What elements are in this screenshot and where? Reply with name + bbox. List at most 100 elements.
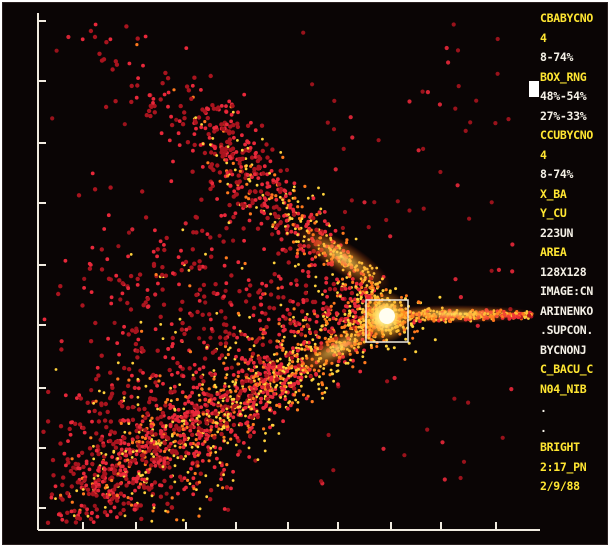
scatter-point — [221, 239, 226, 244]
scatter-point — [233, 211, 238, 216]
scatter-point — [177, 426, 182, 431]
scatter-point — [224, 485, 230, 490]
scatter-point — [59, 347, 64, 352]
scatter-point — [323, 391, 327, 394]
scatter-point — [162, 441, 167, 446]
scatter-point — [281, 348, 285, 352]
scatter-point — [208, 488, 214, 493]
scatter-point — [183, 259, 189, 265]
scatter-point — [80, 37, 85, 42]
scatter-point — [217, 356, 222, 361]
scatter-point — [314, 275, 318, 279]
scatter-point — [148, 113, 153, 119]
scatter-point — [281, 324, 286, 329]
scatter-point — [277, 182, 282, 187]
scatter-point — [194, 449, 199, 454]
scatter-point — [311, 196, 316, 201]
scatter-point — [166, 444, 172, 449]
scatter-point — [336, 281, 340, 285]
scatter-point — [340, 225, 345, 231]
scatter-point — [248, 357, 253, 362]
scatter-point — [295, 251, 299, 256]
scatter-point — [109, 301, 114, 306]
scatter-point — [288, 318, 292, 322]
scatter-point — [117, 401, 123, 406]
scatter-point — [265, 384, 271, 390]
scatter-point — [178, 474, 183, 479]
scatter-point — [328, 224, 331, 228]
scatter-point — [161, 302, 167, 307]
scatter-point — [229, 112, 234, 117]
scatter-point — [294, 353, 298, 357]
scatter-point — [438, 169, 443, 175]
scatter-point — [141, 348, 146, 354]
scatter-point — [451, 22, 456, 27]
scatter-point — [241, 408, 245, 412]
scatter-point — [264, 431, 267, 435]
scatter-point — [285, 369, 290, 374]
scatter-point — [99, 436, 104, 442]
scatter-point — [271, 205, 277, 210]
scatter-point — [110, 475, 115, 481]
scatter-point — [188, 350, 193, 354]
scatter-point — [76, 193, 82, 198]
scatter-point — [113, 59, 119, 64]
scatter-point — [285, 307, 290, 312]
scatter-point — [200, 387, 204, 391]
scatter-point — [455, 48, 461, 53]
scatter-point — [136, 476, 140, 481]
scatter-point — [249, 164, 253, 168]
scatter-point — [231, 194, 236, 199]
scatter-point — [165, 76, 171, 81]
scatter-point — [332, 301, 336, 305]
scatter-point — [358, 291, 362, 295]
scatter-point — [205, 232, 210, 237]
scatter-point — [81, 464, 86, 470]
scatter-point — [332, 379, 335, 383]
scatter-point — [133, 507, 137, 512]
scatter-point — [349, 358, 352, 362]
selection-box[interactable] — [365, 299, 409, 343]
scatter-point — [339, 287, 345, 292]
scatter-point — [54, 48, 59, 53]
scatter-point — [244, 421, 249, 426]
scatter-point — [139, 516, 144, 522]
scatter-point — [314, 371, 318, 376]
scatter-point — [288, 403, 293, 408]
scatter-point — [201, 379, 206, 384]
scatter-point — [64, 519, 69, 524]
scatter-point — [69, 509, 74, 514]
scatter-point — [153, 380, 158, 385]
scatter-point — [261, 137, 264, 141]
scatter-point — [125, 405, 131, 411]
scatter-point — [296, 205, 300, 209]
scatter-point — [302, 340, 307, 344]
scatter-point — [122, 122, 127, 127]
scatter-point — [100, 474, 105, 480]
sidebar-line: 2:17_PN — [540, 459, 587, 474]
scatter-point — [287, 366, 291, 370]
scatter-point — [134, 95, 139, 100]
scatter-point — [222, 294, 226, 299]
scatter-point — [205, 495, 209, 499]
scatter-point — [231, 214, 236, 220]
scatter-point — [225, 390, 230, 395]
scatter-point — [256, 458, 260, 461]
scatter-point — [208, 398, 212, 402]
scatter-point — [49, 492, 55, 497]
scatter-point — [66, 34, 71, 40]
scatter-point — [86, 514, 90, 518]
scatter-point — [160, 441, 163, 445]
scatter-point — [283, 194, 288, 199]
scatter-point — [72, 514, 76, 518]
scatter-point — [453, 106, 458, 111]
scatter-point — [186, 399, 191, 404]
scatter-point — [123, 514, 127, 518]
scatter-point — [109, 391, 115, 396]
scatter-point — [234, 341, 238, 345]
scatter-point — [249, 415, 255, 420]
scatter-point — [247, 177, 251, 181]
scatter-point — [345, 304, 350, 309]
scatter-point — [240, 368, 245, 373]
scatter-point — [207, 122, 213, 128]
